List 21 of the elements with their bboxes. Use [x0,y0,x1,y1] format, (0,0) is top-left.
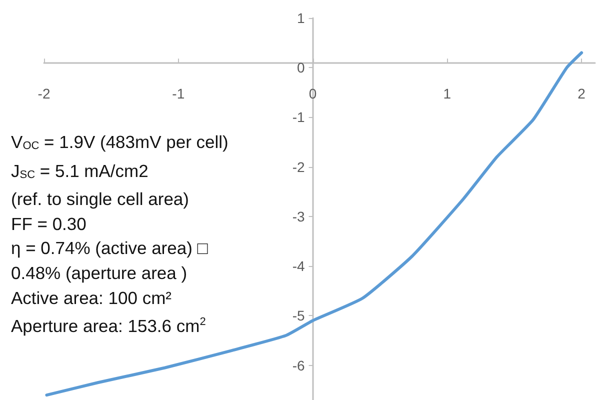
y-tick-label: -2 [292,158,305,175]
annotation: Active area: 100 cm² [11,286,172,310]
x-tick-label: 2 [578,86,586,102]
annotation: FF = 0.30 [11,212,88,236]
y-tick-label: -1 [292,109,305,126]
annotation: (ref. to single cell area) [11,188,190,212]
x-tick-label: 0 [308,86,317,102]
y-tick-label: -3 [292,208,305,224]
annotation: 0.48% (aperture area ) [11,262,188,285]
y-tick-label: 1 [296,10,305,26]
annotation: Aperture area: 153.6 cm$^{2}$ [11,314,207,338]
y-tick-label: 0 [296,60,305,76]
x-tick-label: 1 [443,86,452,102]
y-tick-label: -5 [292,308,305,324]
annotation: η = 0.74% (active area) □ [11,237,209,260]
y-tick-label: -4 [292,258,305,274]
y-tick-label: -6 [292,357,305,374]
x-tick-label: -1 [172,86,185,102]
annotation: J$_{SC}$ = 5.1 mA/cm2 [11,160,150,183]
annotation: V$_{OC}$ = 1.9V (483mV per cell) [11,131,228,154]
x-tick-label: -2 [38,86,50,102]
